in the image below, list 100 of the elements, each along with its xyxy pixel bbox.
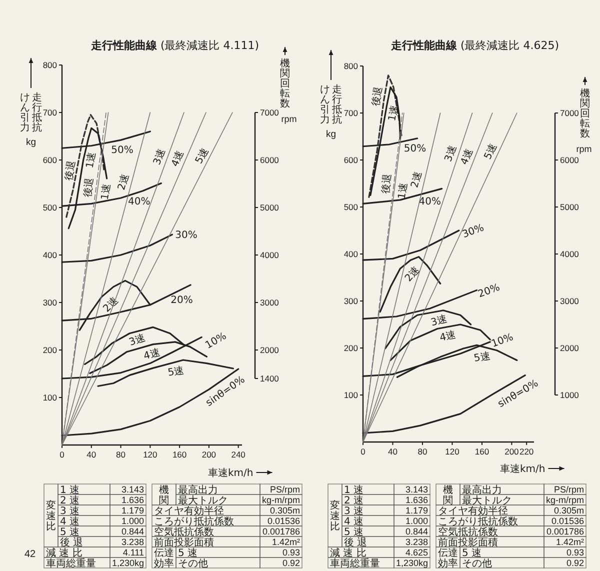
x-tick-label: 40 (388, 446, 398, 456)
x-tick-label: 240 (231, 450, 246, 460)
y2-tick-label: 2000 (560, 342, 580, 353)
text: 5速 (472, 350, 492, 364)
y2-tick-label: 1400 (260, 373, 280, 384)
text: 3速 (127, 332, 147, 348)
x-tick-label: 200 (202, 450, 216, 460)
text: 0.92 (282, 558, 300, 568)
text: 5速 (482, 141, 500, 162)
text: 1.636 (121, 494, 144, 505)
x-tick-label: 200 (504, 446, 520, 456)
y-tick-label: 100 (344, 390, 358, 400)
text: 5 速 (462, 546, 482, 559)
series-label: 30% (175, 230, 198, 242)
text: タイヤ有効半径 (154, 504, 224, 517)
x-axis-title: 車速km/h (208, 467, 254, 479)
text: 5速 (166, 364, 186, 379)
text: 2 速 (60, 494, 80, 506)
text: 3.143 (121, 484, 144, 494)
text: 5 速 (178, 546, 198, 559)
text: kg-m/rpm (262, 494, 300, 505)
text: 機関 (443, 484, 453, 506)
chart-title: 走行性能曲線 (最終減速比 4.111) (90, 39, 260, 52)
text: 変速比 (330, 500, 340, 533)
y2-tick-label: 3000 (260, 297, 280, 308)
text: 4速 (168, 148, 186, 168)
series-label: 50% (111, 145, 134, 156)
text: 3 速 (344, 504, 364, 517)
text: その他 (178, 557, 208, 570)
text: 最高出力 (178, 484, 218, 496)
text: 1速 (84, 151, 98, 170)
x-tick-label: 80 (418, 446, 428, 456)
text: 2速 (402, 264, 422, 284)
text: 0.305m (554, 505, 584, 516)
y2-tick-label: 6000 (560, 154, 580, 165)
x-tick-label: 220 (519, 446, 534, 456)
text: 0.92 (566, 558, 584, 568)
text: 2 速 (344, 494, 364, 506)
y-tick-label: 200 (344, 342, 358, 353)
y2-tick-label: 4000 (260, 250, 280, 260)
y-tick-label: 600 (42, 154, 58, 165)
text: PS/rpm (270, 484, 300, 494)
text: 1.42m² (272, 536, 300, 547)
text: 機関 (159, 484, 169, 506)
y-tick-label: 200 (42, 344, 58, 355)
text: その他 (462, 557, 492, 570)
x-tick-label: 40 (86, 450, 96, 460)
y-tick-label: 500 (42, 202, 58, 212)
text: 後 退 (344, 536, 368, 548)
text: 車両総重量 (46, 557, 96, 570)
text: 10% (204, 330, 229, 352)
y-tick-label: 700 (344, 108, 358, 118)
text: 3.143 (405, 484, 428, 494)
text: 1.636 (405, 494, 428, 505)
x-tick-label: 160 (172, 450, 187, 460)
x-tick-label: 80 (116, 450, 126, 460)
text: 1,230kg (112, 558, 144, 568)
text: 2速 (115, 172, 132, 192)
text: 4速 (142, 346, 162, 362)
chart-title: 走行性能曲線 (最終減速比 4.625) (390, 39, 560, 52)
text: 3速 (442, 144, 459, 164)
text: 走行抵抗けん引力 kg (20, 92, 42, 148)
text: 伝達効率 (154, 546, 174, 570)
text: 4速 (438, 328, 458, 344)
text: 5 速 (60, 526, 80, 538)
x-tick-label: 160 (474, 446, 490, 456)
text: 変速比 (46, 500, 56, 533)
text: 1.000 (405, 516, 428, 526)
text: 伝達効率 (438, 546, 458, 570)
text: 20% (476, 282, 502, 300)
text: 1.42m² (556, 536, 584, 547)
text: 3 速 (60, 504, 80, 517)
y-tick-label: 100 (42, 392, 58, 402)
text: 1速 (98, 182, 113, 201)
text: 4.111 (122, 547, 144, 558)
y-tick-label: 300 (344, 296, 358, 306)
text: 減 速 比 (46, 546, 82, 559)
text: 空気抵抗係数 (154, 526, 214, 538)
text: 走行抵抗けん引力 kg (320, 84, 342, 140)
text: 最大トルク (462, 494, 512, 506)
text: 0.001786 (546, 526, 584, 536)
text: 後 退 (60, 536, 84, 548)
text: 0.93 (282, 547, 300, 558)
series-label: 40% (418, 196, 442, 208)
text: 2速 (408, 170, 424, 189)
text: 0.844 (121, 526, 144, 536)
text: 4 速 (60, 515, 80, 528)
text: ころがり抵抗係数 (438, 515, 518, 528)
y2-tick-label: 5000 (560, 202, 580, 212)
text: 0.844 (405, 526, 428, 536)
y2-tick-label: 2000 (260, 344, 280, 355)
text: 後退 (369, 85, 385, 108)
text: 空気抵抗係数 (438, 526, 498, 538)
y-tick-label: 400 (344, 248, 358, 259)
y2-tick-label: 7000 (560, 108, 580, 118)
y2-axis-title: 機関回転数 rpm (280, 58, 297, 124)
text: 1.179 (405, 505, 428, 516)
y2-tick-label: 1000 (560, 390, 580, 400)
text: 後退 (81, 176, 96, 198)
y-tick-label: 500 (344, 202, 358, 212)
